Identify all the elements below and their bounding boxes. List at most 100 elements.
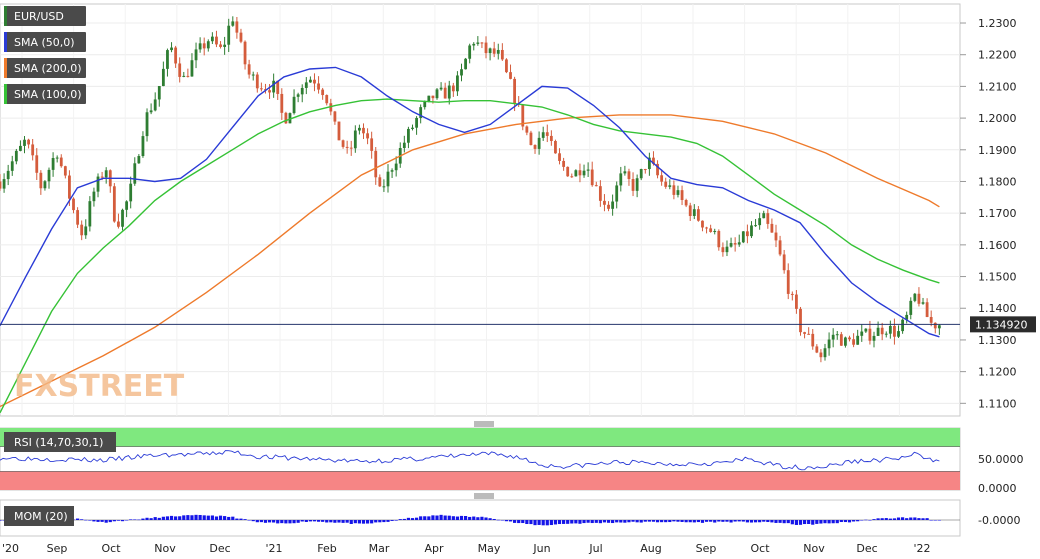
momentum-bar bbox=[811, 520, 815, 525]
momentum-bar bbox=[333, 520, 337, 523]
candle-body bbox=[660, 175, 664, 182]
candle-body bbox=[521, 104, 525, 127]
candle-body bbox=[304, 82, 308, 88]
momentum-bar bbox=[802, 520, 807, 525]
momentum-bar bbox=[345, 520, 349, 523]
momentum-bar bbox=[174, 516, 178, 520]
momentum-bar bbox=[778, 520, 782, 523]
momentum-bar bbox=[390, 520, 394, 521]
rsi-legend-tag[interactable] bbox=[4, 432, 116, 452]
momentum-bar bbox=[574, 520, 578, 524]
candle-body bbox=[456, 75, 459, 92]
candle-body bbox=[59, 157, 63, 167]
momentum-bar bbox=[308, 520, 312, 522]
candle-body bbox=[419, 107, 423, 118]
candle-body bbox=[905, 314, 909, 320]
momentum-bar bbox=[590, 520, 594, 524]
momentum-bar bbox=[774, 520, 778, 523]
candle-body bbox=[431, 95, 435, 99]
candle-body bbox=[721, 247, 725, 253]
candle-body bbox=[688, 205, 692, 216]
candle-body bbox=[717, 230, 721, 248]
legend-item[interactable] bbox=[4, 84, 86, 104]
candle-body bbox=[121, 209, 124, 227]
candle-body bbox=[300, 87, 304, 95]
candle-body bbox=[590, 169, 594, 186]
candle-body bbox=[635, 178, 639, 191]
candle-body bbox=[88, 201, 92, 227]
candle-body bbox=[460, 69, 463, 76]
momentum-bar bbox=[647, 520, 651, 522]
candle-body bbox=[447, 85, 451, 99]
momentum-bar bbox=[353, 520, 357, 524]
candle-body bbox=[578, 170, 582, 176]
candle-body bbox=[758, 218, 762, 226]
momentum-bar bbox=[827, 520, 831, 524]
current-price-tag bbox=[970, 316, 1036, 333]
legend-swatch bbox=[4, 58, 7, 78]
momentum-bar bbox=[223, 516, 227, 520]
momentum-legend-tag[interactable] bbox=[4, 506, 74, 526]
momentum-bar bbox=[864, 519, 868, 521]
candle-body bbox=[251, 74, 255, 76]
momentum-bar bbox=[137, 519, 141, 521]
candle-body bbox=[921, 302, 925, 304]
candle-body bbox=[206, 41, 210, 49]
momentum-bar bbox=[704, 520, 709, 522]
current-price-label: 1.134920 bbox=[975, 318, 1028, 331]
momentum-bar bbox=[917, 518, 921, 520]
candle-body bbox=[484, 42, 488, 54]
momentum-bar bbox=[161, 516, 165, 520]
momentum-bar bbox=[790, 520, 794, 525]
legend-item[interactable] bbox=[4, 32, 86, 52]
legend-swatch bbox=[4, 84, 7, 104]
momentum-bar bbox=[112, 520, 116, 522]
momentum-bar bbox=[414, 517, 419, 520]
rsi-tick-label: 50.0000 bbox=[978, 453, 1024, 466]
momentum-bar bbox=[227, 516, 231, 520]
momentum-bar bbox=[218, 515, 223, 520]
momentum-bar bbox=[664, 520, 668, 523]
candle-body bbox=[901, 319, 904, 332]
momentum-bar bbox=[84, 519, 88, 521]
candle-body bbox=[750, 225, 753, 237]
candle-body bbox=[603, 200, 606, 205]
candle-body bbox=[492, 48, 496, 54]
price-panel bbox=[0, 3, 961, 417]
momentum-bar bbox=[337, 520, 341, 523]
momentum-bar bbox=[541, 520, 545, 526]
momentum-bar bbox=[243, 519, 247, 520]
momentum-bar bbox=[843, 520, 848, 523]
candle-body bbox=[210, 36, 214, 42]
momentum-bar bbox=[937, 519, 941, 521]
legend-swatch bbox=[4, 32, 7, 52]
candle-body bbox=[684, 199, 688, 206]
momentum-bar bbox=[357, 520, 362, 524]
momentum-bar bbox=[696, 520, 700, 523]
candle-body bbox=[496, 49, 500, 54]
candle-body bbox=[427, 95, 431, 102]
momentum-bar bbox=[815, 520, 819, 524]
momentum-bar bbox=[851, 520, 856, 522]
momentum-bar bbox=[839, 520, 843, 523]
legend-item[interactable] bbox=[4, 58, 86, 78]
candle-body bbox=[884, 333, 888, 335]
candle-body bbox=[96, 176, 100, 192]
momentum-bar bbox=[660, 520, 664, 523]
candle-body bbox=[153, 99, 157, 111]
legend-item[interactable] bbox=[4, 6, 86, 26]
candle-body bbox=[10, 161, 14, 171]
candle-body bbox=[937, 325, 941, 329]
momentum-bar bbox=[900, 517, 905, 520]
momentum-bar bbox=[476, 517, 480, 520]
candle-body bbox=[80, 224, 84, 236]
momentum-bar bbox=[455, 516, 460, 520]
candle-body bbox=[353, 130, 357, 149]
momentum-bar bbox=[635, 520, 639, 523]
momentum-bar bbox=[529, 520, 533, 525]
candle-body bbox=[296, 94, 300, 97]
candle-body bbox=[439, 87, 443, 90]
x-axis-label: Mar bbox=[369, 542, 390, 555]
candle-body bbox=[243, 41, 247, 65]
